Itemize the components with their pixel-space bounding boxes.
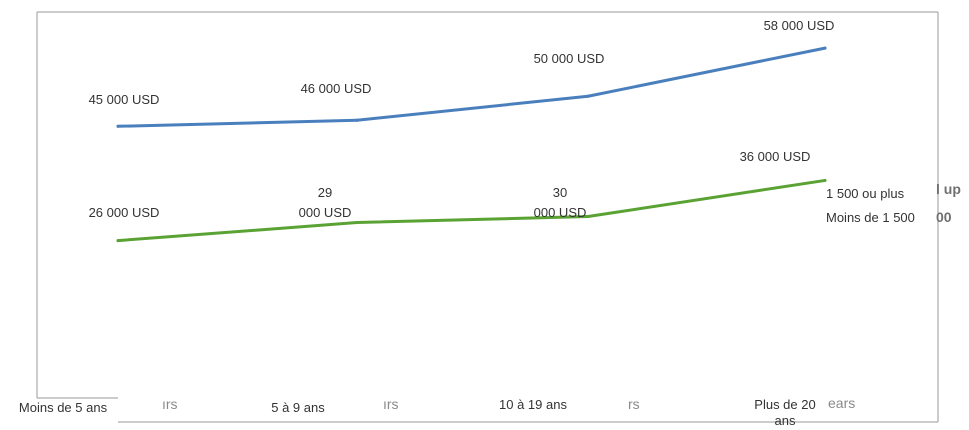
series-1-data-label-3: 50 000 USD — [534, 51, 605, 66]
series-1-point-3 — [586, 94, 590, 98]
x-tick-label-layer: Moins de 5 ans 5 à 9 ans 10 à 19 ans Plus d… — [19, 397, 816, 428]
series-2-data-label-2: 29 000 USD — [299, 185, 352, 220]
x-tick-label-2: 5 à 9 ans — [271, 400, 325, 415]
x-tick-label-3: 10 à 19 ans — [499, 397, 567, 412]
ghost-text-5: l up — [936, 181, 961, 197]
ghost-text-1: ırs — [162, 396, 178, 412]
data-label-layer: 45 000 USD 46 000 USD 50 000 USD 58 000 USD… — [89, 18, 835, 220]
ghost-text-2: ırs — [383, 396, 399, 412]
series-2-data-label-4: 36 000 USD — [740, 149, 811, 164]
series-1-data-label-4: 58 000 USD — [764, 18, 835, 33]
series-1-segment-3 — [586, 46, 827, 98]
ghost-text-6: 00 — [936, 209, 952, 225]
series-2-segment-3 — [586, 178, 827, 219]
series-1-data-label-2: 46 000 USD — [301, 81, 372, 96]
series-1-point-1 — [116, 124, 120, 128]
series-2-point-3 — [586, 215, 590, 219]
series-2-segment-1 — [116, 221, 359, 243]
x-tick-label-1: Moins de 5 ans — [19, 400, 108, 415]
ghost-text-3: rs — [628, 396, 640, 412]
series-layer — [116, 46, 827, 243]
series-1-point-4 — [823, 46, 827, 50]
legend-entry-series-1: 1 500 ou plus — [826, 186, 905, 201]
series-2-point-4 — [823, 178, 827, 182]
legend-entry-series-2: Moins de 1 500 — [826, 210, 915, 225]
series-2-data-label-1: 26 000 USD — [89, 205, 160, 220]
series-1-data-label-1: 45 000 USD — [89, 92, 160, 107]
x-tick-label-4: Plus de 20 ans — [754, 397, 815, 428]
series-2-point-1 — [116, 239, 120, 243]
series-2-segment-2 — [355, 215, 590, 225]
series-2-data-label-3: 30 000 USD — [534, 185, 587, 220]
series-2-point-2 — [355, 221, 359, 225]
series-1-segment-1 — [116, 118, 359, 128]
legend: 1 500 ou plus Moins de 1 500 — [826, 186, 915, 225]
ghost-text-4: ears — [828, 395, 855, 411]
series-1-point-2 — [355, 118, 359, 122]
series-1-segment-2 — [355, 94, 590, 122]
